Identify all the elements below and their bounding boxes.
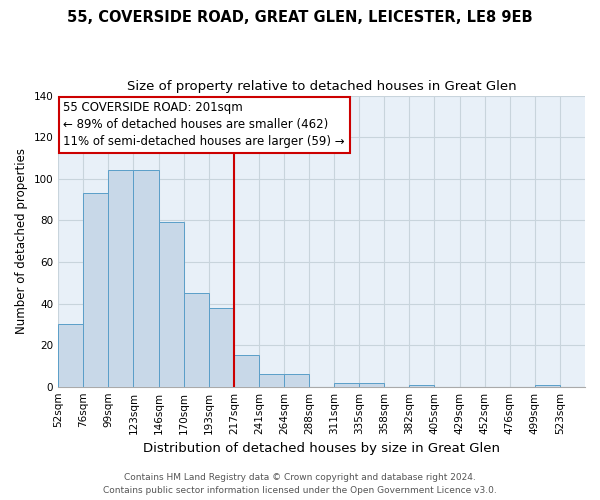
Bar [158, 222, 184, 386]
Bar [409, 384, 434, 386]
Text: 55 COVERSIDE ROAD: 201sqm
← 89% of detached houses are smaller (462)
11% of semi: 55 COVERSIDE ROAD: 201sqm ← 89% of detac… [64, 102, 345, 148]
Y-axis label: Number of detached properties: Number of detached properties [15, 148, 28, 334]
Bar [109, 170, 133, 386]
Bar [133, 170, 158, 386]
Bar [234, 356, 259, 386]
Bar [184, 293, 209, 386]
Text: 55, COVERSIDE ROAD, GREAT GLEN, LEICESTER, LE8 9EB: 55, COVERSIDE ROAD, GREAT GLEN, LEICESTE… [67, 10, 533, 25]
Bar [535, 384, 560, 386]
Bar [259, 374, 284, 386]
X-axis label: Distribution of detached houses by size in Great Glen: Distribution of detached houses by size … [143, 442, 500, 455]
Text: Contains HM Land Registry data © Crown copyright and database right 2024.
Contai: Contains HM Land Registry data © Crown c… [103, 474, 497, 495]
Title: Size of property relative to detached houses in Great Glen: Size of property relative to detached ho… [127, 80, 517, 93]
Bar [284, 374, 309, 386]
Bar [334, 382, 359, 386]
Bar [83, 194, 109, 386]
Bar [359, 382, 385, 386]
Bar [209, 308, 234, 386]
Bar [58, 324, 83, 386]
